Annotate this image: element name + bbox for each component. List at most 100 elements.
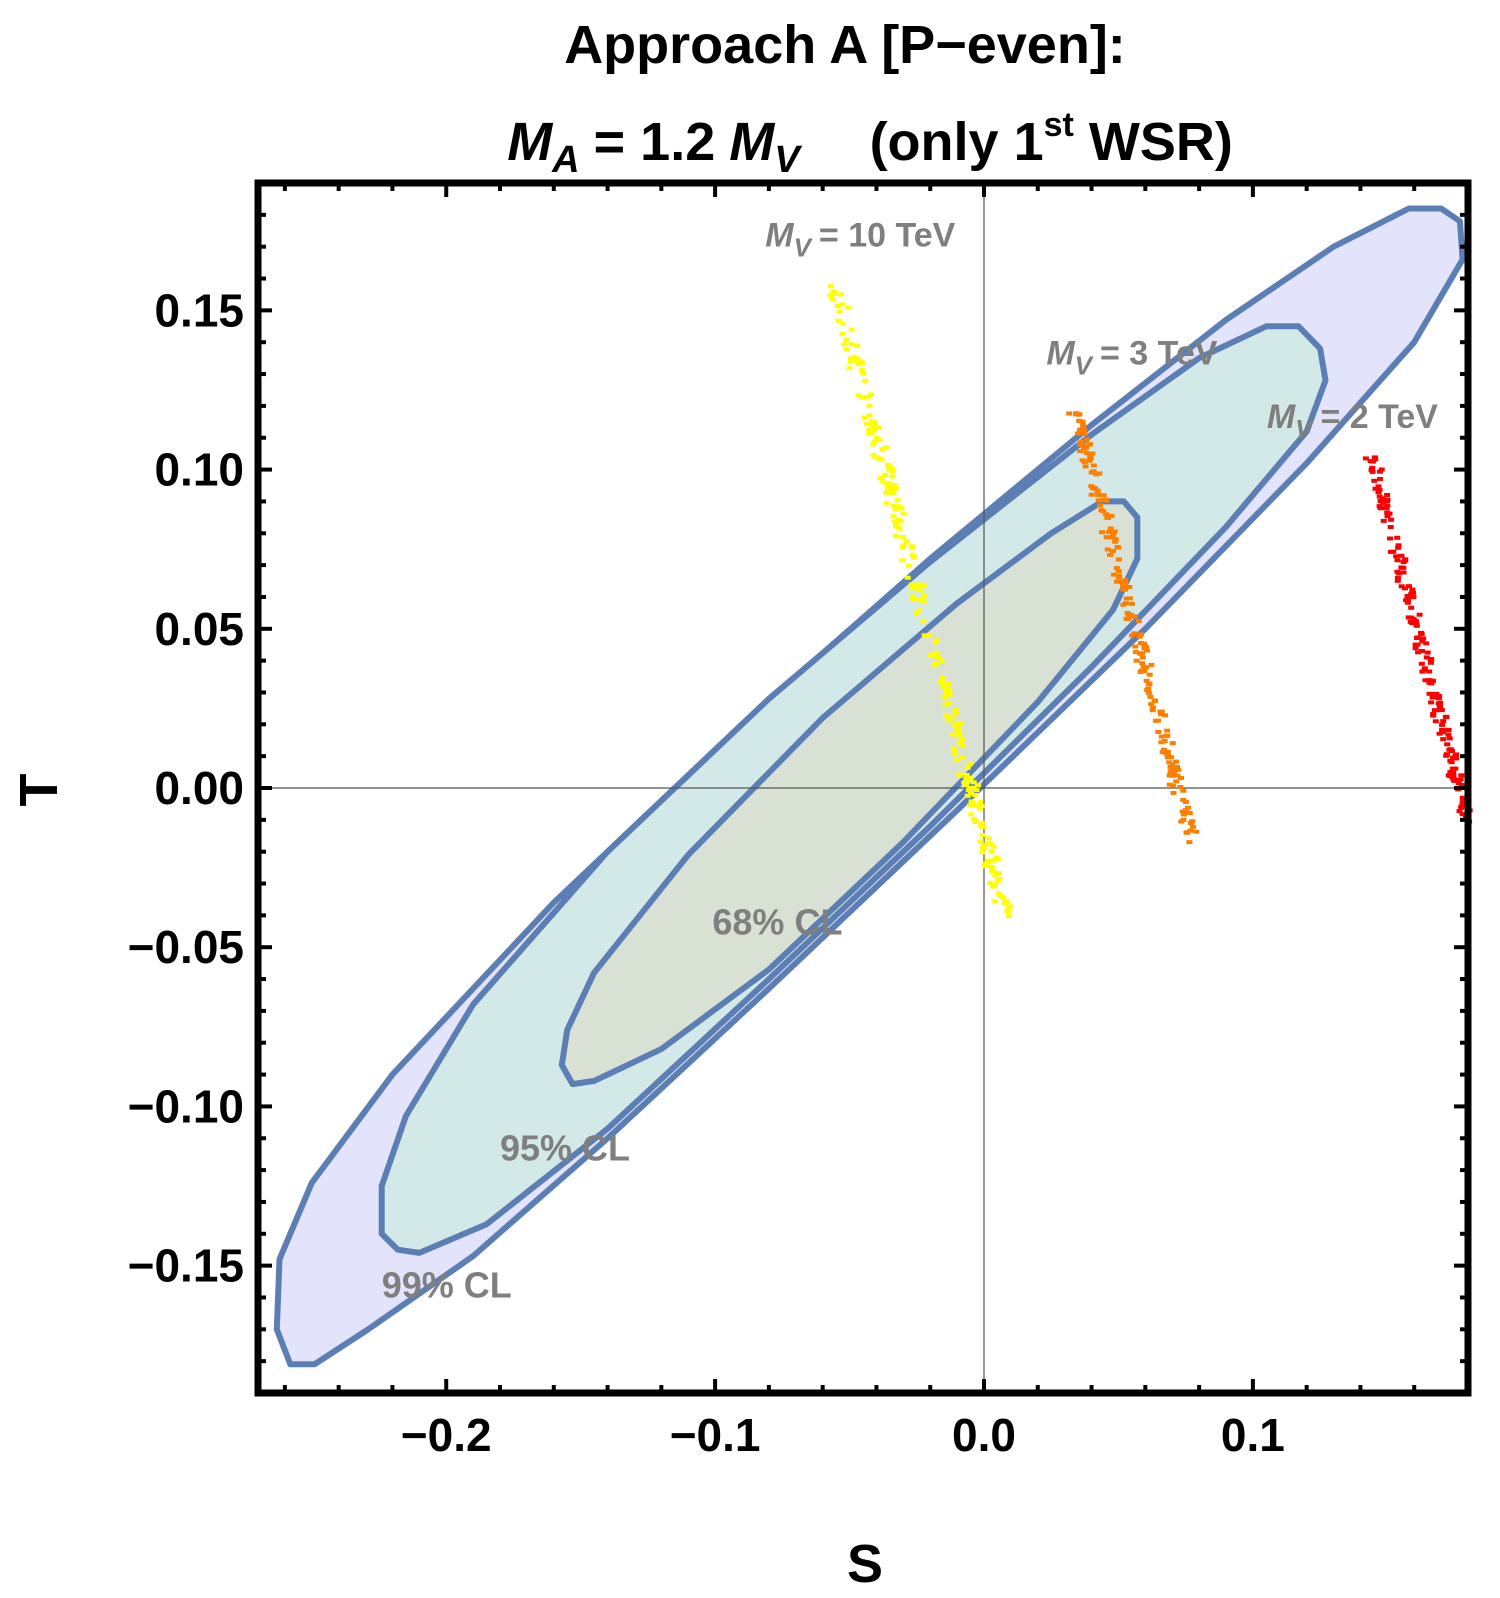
scatter-point-10tev	[968, 812, 975, 817]
title-mv-subscript: V	[774, 139, 802, 181]
scatter-point-2tev	[1419, 649, 1425, 653]
scatter-point-3tev	[1141, 641, 1147, 646]
scatter-point-3tev	[1158, 734, 1165, 739]
scatter-point-2tev	[1394, 558, 1401, 563]
scatter-point-10tev	[906, 563, 913, 568]
scatter-point-3tev	[1188, 821, 1194, 825]
y-tick-label: 0.10	[154, 444, 244, 496]
scatter-point-10tev	[839, 302, 846, 307]
scatter-point-2tev	[1439, 722, 1446, 727]
scatter-point-10tev	[886, 481, 893, 486]
scatter-point-10tev	[880, 479, 887, 484]
scatter-point-10tev	[870, 442, 877, 447]
scatter-point-3tev	[1128, 601, 1135, 606]
scatter-point-10tev	[883, 490, 890, 495]
scatter-point-10tev	[877, 476, 884, 480]
scatter-point-10tev	[892, 519, 899, 524]
scatter-point-10tev	[876, 438, 883, 443]
chart-title-line1: Approach A [P−even]:	[564, 15, 1126, 75]
scatter-point-3tev	[1169, 741, 1176, 746]
scatter-point-3tev	[1111, 530, 1118, 535]
scatter-point-10tev	[900, 543, 907, 548]
scatter-point-10tev	[921, 593, 928, 598]
scatter-point-10tev	[885, 488, 892, 493]
scatter-point-10tev	[949, 716, 956, 721]
scatter-point-10tev	[869, 424, 876, 429]
scatter-point-2tev	[1431, 708, 1438, 713]
scatter-point-2tev	[1413, 623, 1420, 628]
scatter-point-3tev	[1100, 509, 1107, 514]
scatter-point-2tev	[1447, 770, 1454, 775]
scatter-point-10tev	[904, 575, 911, 580]
scatter-point-10tev	[863, 422, 870, 426]
scatter-point-3tev	[1087, 453, 1094, 458]
scatter-point-10tev	[970, 817, 977, 821]
y-tick-label: 0.00	[154, 762, 244, 814]
scatter-point-2tev	[1404, 600, 1411, 605]
scatter-point-10tev	[982, 863, 988, 867]
scatter-point-10tev	[968, 799, 975, 804]
x-tick-label: 0.1	[1221, 1409, 1285, 1461]
scatter-point-2tev	[1380, 501, 1386, 506]
scatter-point-10tev	[988, 849, 995, 854]
scatter-point-10tev	[974, 783, 981, 788]
scatter-point-10tev	[868, 431, 875, 436]
scatter-point-3tev	[1119, 579, 1126, 584]
scatter-point-10tev	[869, 419, 876, 424]
scatter-point-3tev	[1107, 552, 1114, 557]
scatter-point-2tev	[1402, 557, 1409, 562]
scatter-point-3tev	[1146, 672, 1153, 677]
scatter-point-3tev	[1126, 585, 1133, 589]
scatter-point-10tev	[895, 526, 902, 531]
scatter-point-10tev	[899, 535, 906, 539]
scatter-point-10tev	[987, 841, 993, 846]
scatter-point-3tev	[1090, 463, 1097, 468]
scatter-point-3tev	[1146, 682, 1153, 687]
scatter-point-3tev	[1185, 805, 1191, 810]
scatter-point-3tev	[1148, 702, 1155, 707]
scatter-point-10tev	[827, 284, 834, 289]
scatter-point-10tev	[941, 695, 948, 700]
scatter-point-3tev	[1104, 547, 1111, 552]
scatter-point-10tev	[864, 394, 871, 399]
scatter-point-10tev	[846, 366, 853, 371]
scatter-point-2tev	[1406, 584, 1412, 589]
scatter-point-2tev	[1384, 514, 1391, 519]
cl-label-99: 99% CL	[382, 1265, 512, 1306]
y-tick-label: 0.15	[154, 284, 244, 336]
scatter-point-2tev	[1458, 773, 1465, 778]
scatter-point-2tev	[1430, 712, 1437, 716]
scatter-point-10tev	[959, 737, 966, 741]
scatter-point-10tev	[965, 788, 972, 793]
scatter-point-10tev	[879, 447, 886, 451]
scatter-point-10tev	[841, 342, 847, 347]
scatter-point-10tev	[870, 453, 877, 457]
scatter-point-2tev	[1371, 478, 1378, 483]
scatter-point-3tev	[1112, 537, 1119, 542]
scatter-point-10tev	[973, 803, 980, 808]
scatter-point-3tev	[1090, 469, 1097, 474]
scatter-point-10tev	[940, 685, 947, 690]
scatter-point-2tev	[1446, 747, 1453, 752]
scatter-point-3tev	[1094, 492, 1101, 497]
scatter-point-10tev	[903, 540, 910, 545]
scatter-point-10tev	[834, 304, 841, 309]
scatter-point-3tev	[1120, 583, 1127, 588]
scatter-point-3tev	[1169, 762, 1176, 767]
scatter-point-3tev	[1161, 739, 1168, 743]
scatter-point-2tev	[1380, 518, 1387, 523]
scatter-point-10tev	[891, 482, 897, 487]
scatter-point-10tev	[899, 558, 906, 563]
scatter-point-10tev	[831, 292, 838, 296]
scatter-point-10tev	[872, 455, 879, 460]
scatter-point-10tev	[854, 344, 861, 349]
scatter-point-2tev	[1378, 467, 1385, 472]
scatter-point-3tev	[1138, 632, 1144, 637]
scatter-point-10tev	[836, 309, 843, 314]
scatter-point-3tev	[1147, 694, 1154, 699]
y-tick-label: −0.10	[128, 1080, 244, 1132]
scatter-point-2tev	[1377, 506, 1384, 511]
scatter-point-3tev	[1164, 728, 1171, 733]
y-tick-label: 0.05	[154, 603, 244, 655]
scatter-point-3tev	[1169, 783, 1176, 788]
